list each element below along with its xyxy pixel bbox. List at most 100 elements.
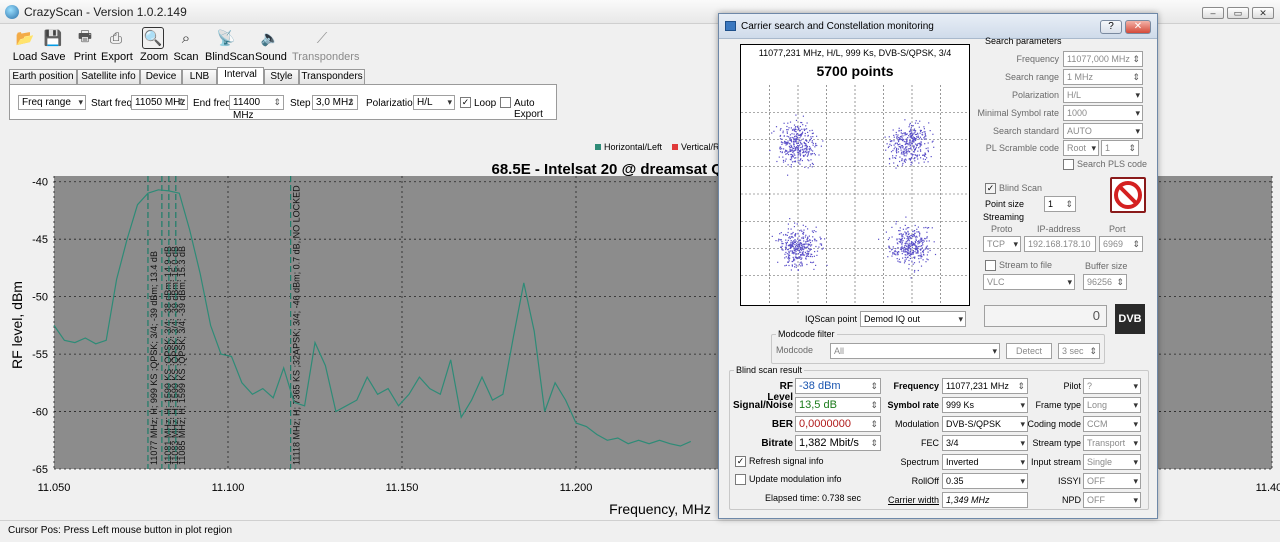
constellation-point [891,236,893,238]
search-pol-select[interactable]: H/L [1063,87,1143,103]
start-freq-input[interactable]: 11050 MHz [131,95,188,110]
search-range-input[interactable]: 1 MHz [1063,69,1143,85]
export-button[interactable]: ⎙ Export [101,25,133,64]
constellation-point [909,143,911,145]
tab-style[interactable]: Style [264,69,299,84]
fec-select[interactable]: 3/4 [942,435,1028,451]
constellation-point [789,257,791,259]
load-button[interactable]: 📂 Load [12,25,38,63]
constellation-point [922,250,924,252]
tab-lnb[interactable]: LNB [182,69,217,84]
proto-select[interactable]: TCP [983,236,1021,252]
polarization-select[interactable]: H/L [413,95,455,110]
constellation-point [811,141,813,143]
search-pls-checkbox[interactable] [1063,159,1074,170]
constellation-point [894,157,896,159]
pls-mode-select[interactable]: Root [1063,140,1099,156]
iqscan-select[interactable]: Demod IQ out [860,311,966,327]
min-sr-select[interactable]: 1000 [1063,105,1143,121]
constellation-point [787,231,789,234]
blindscan-button[interactable]: 📡 BlindScan [205,25,255,63]
constellation-point [789,237,791,240]
legend-swatch-horizontal [595,144,601,150]
refresh-checkbox[interactable]: ✓ [735,456,746,467]
port-input[interactable]: 6969 [1099,236,1143,252]
frame-select[interactable]: Long [1083,397,1141,413]
constellation-point [898,241,900,243]
npd-select[interactable]: OFF [1083,492,1141,508]
buffer-input[interactable]: 96256 [1083,274,1127,290]
constellation-point [797,249,799,251]
tab-earth-position[interactable]: Earth position [9,69,77,84]
stream-to-file-checkbox[interactable] [985,260,996,271]
constellation-point [920,130,922,132]
save-button[interactable]: 💾 Save [40,25,66,63]
input-stream-select[interactable]: Single [1083,454,1141,470]
constellation-point [892,155,894,157]
stop-button[interactable] [1110,177,1146,213]
dvb-logo: DVB [1115,304,1145,334]
constellation-point [914,257,916,259]
constellation-point [803,245,805,247]
constellation-point [811,153,813,155]
player-select[interactable]: VLC [983,274,1075,290]
detect-time-input[interactable]: 3 sec [1058,343,1100,359]
transponders-button[interactable]: ⟋ Transponders [292,25,359,64]
minimize-button[interactable]: – [1202,7,1224,19]
point-size-input[interactable]: 1 [1044,196,1076,212]
loop-checkbox[interactable]: ✓ [460,97,471,108]
sr-select[interactable]: 999 Ks [942,397,1028,413]
search-std-select[interactable]: AUTO [1063,123,1143,139]
sound-button[interactable]: 🔈 Sound [255,25,287,63]
constellation-point [791,244,793,246]
constellation-point [903,151,905,153]
constellation-point [799,251,801,253]
search-frequency-input[interactable]: 11077,000 MHz [1063,51,1143,67]
ip-input[interactable]: 192.168.178.10 [1024,236,1096,252]
y-tick-label: -65 [32,464,48,476]
constellation-point [921,134,923,136]
detect-button[interactable]: Detect [1006,343,1052,359]
zoom-button[interactable]: 🔍 Zoom [140,25,168,63]
dialog-close-button[interactable]: ✕ [1125,20,1151,34]
blind-scan-checkbox[interactable]: ✓ [985,183,996,194]
stream-type-select[interactable]: Transport [1083,435,1141,451]
constellation-point [893,144,895,146]
constellation-point [791,265,793,267]
pls-value-input[interactable]: 1 [1101,140,1139,156]
coding-select[interactable]: CCM [1083,416,1141,432]
mod-select[interactable]: DVB-S/QPSK [942,416,1028,432]
carrier-marker-label: 11077 MHz; H; 999 KS ;QPSK; 3/4; -39 dBm… [149,251,159,465]
constellation-point [788,250,790,252]
spectrum-select[interactable]: Inverted [942,454,1028,470]
constellation-point [905,216,907,218]
constellation-point [802,232,804,235]
tab-device[interactable]: Device [140,69,182,84]
blind-scan-label: Blind Scan [999,183,1043,193]
maximize-button[interactable]: ▭ [1227,7,1249,19]
modcode-select[interactable]: All [830,343,1000,359]
close-button[interactable]: ✕ [1252,7,1274,19]
constellation-point [802,253,804,255]
dialog-help-button[interactable]: ? [1100,20,1122,34]
constellation-point [904,134,906,136]
constellation-point [799,159,802,161]
tab-transponders[interactable]: Transponders [299,69,365,84]
tab-satellite-info[interactable]: Satellite info [77,69,140,84]
constellation-point [800,149,802,151]
range-mode-select[interactable]: Freq range [18,95,86,110]
print-button[interactable]: 🖶 Print [72,25,98,64]
autoexport-checkbox[interactable] [500,97,511,108]
issyi-select[interactable]: OFF [1083,473,1141,489]
scan-button[interactable]: ⌕ Scan [173,25,199,64]
step-input[interactable]: 3,0 MHz [312,95,358,110]
end-freq-input[interactable]: 11400 MHz [229,95,284,121]
pilot-select[interactable]: ? [1083,378,1141,394]
constellation-point [802,233,804,235]
constellation-point [809,148,811,150]
update-mod-checkbox[interactable] [735,474,746,485]
constellation-view[interactable]: 11077,231 MHz, H/L, 999 Ks, DVB-S/QPSK, … [740,44,970,306]
rolloff-select[interactable]: 0.35 [942,473,1028,489]
tab-interval[interactable]: Interval [217,67,264,84]
constellation-point [799,242,801,244]
